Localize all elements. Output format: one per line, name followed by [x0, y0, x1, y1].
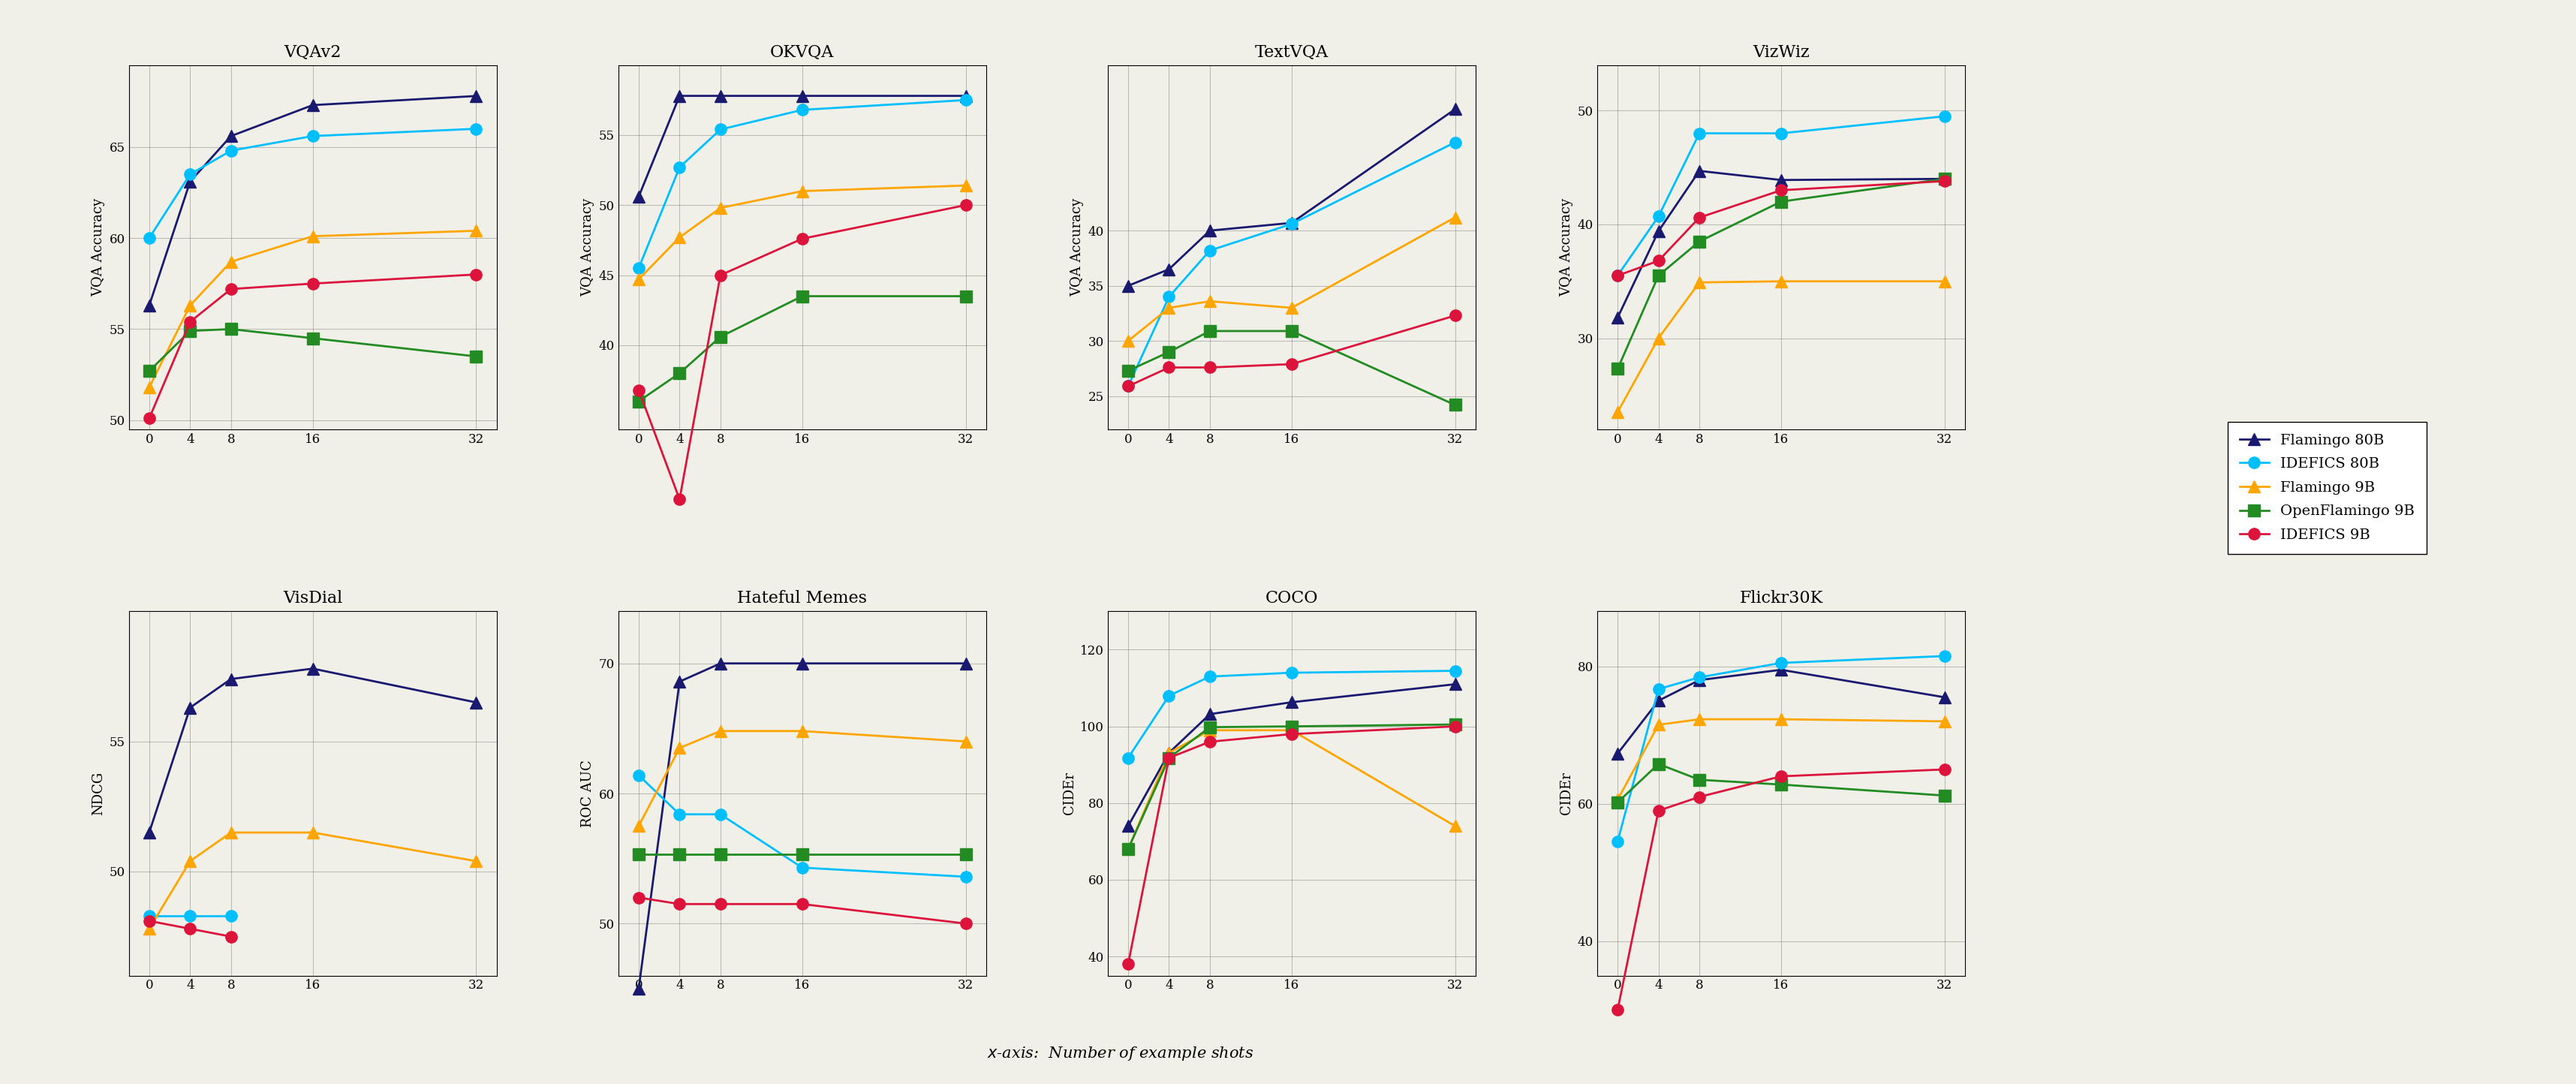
- Title: VQAv2: VQAv2: [283, 44, 343, 61]
- Title: OKVQA: OKVQA: [770, 44, 835, 61]
- Title: COCO: COCO: [1265, 591, 1319, 607]
- Y-axis label: CIDEr: CIDEr: [1061, 772, 1077, 815]
- Y-axis label: CIDEr: CIDEr: [1561, 772, 1574, 815]
- Title: VisDial: VisDial: [283, 591, 343, 607]
- Y-axis label: VQA Accuracy: VQA Accuracy: [1561, 198, 1574, 296]
- Y-axis label: ROC AUC: ROC AUC: [582, 760, 595, 827]
- Text: $x$-axis:  Number of example shots: $x$-axis: Number of example shots: [987, 1045, 1255, 1062]
- Y-axis label: VQA Accuracy: VQA Accuracy: [1072, 198, 1084, 296]
- Legend: Flamingo 80B, IDEFICS 80B, Flamingo 9B, OpenFlamingo 9B, IDEFICS 9B: Flamingo 80B, IDEFICS 80B, Flamingo 9B, …: [2228, 422, 2427, 554]
- Title: Flickr30K: Flickr30K: [1739, 591, 1824, 607]
- Y-axis label: VQA Accuracy: VQA Accuracy: [582, 198, 595, 296]
- Title: Hateful Memes: Hateful Memes: [737, 591, 868, 607]
- Y-axis label: NDCG: NDCG: [93, 772, 106, 815]
- Title: VizWiz: VizWiz: [1752, 44, 1808, 61]
- Y-axis label: VQA Accuracy: VQA Accuracy: [93, 198, 106, 296]
- Title: TextVQA: TextVQA: [1255, 44, 1329, 61]
